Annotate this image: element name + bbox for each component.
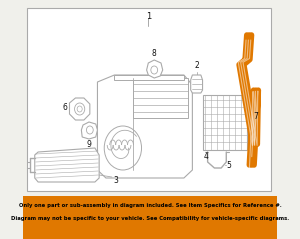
Text: 2: 2 (194, 61, 199, 70)
Bar (23, 196, 277, 239)
Text: 8: 8 (152, 49, 157, 58)
Text: 7: 7 (254, 112, 258, 121)
Text: 9: 9 (86, 140, 92, 149)
Text: 3: 3 (114, 176, 118, 185)
Polygon shape (98, 75, 192, 178)
Polygon shape (35, 148, 99, 182)
Text: 5: 5 (226, 161, 231, 169)
Text: 6: 6 (63, 103, 68, 112)
Text: 4: 4 (203, 152, 208, 161)
Polygon shape (114, 75, 184, 80)
Polygon shape (81, 122, 98, 139)
Polygon shape (70, 98, 90, 120)
Text: Only one part or sub-assembly in diagram included. See Item Specifics for Refere: Only one part or sub-assembly in diagram… (19, 203, 281, 208)
Bar (27, 8, 271, 191)
Polygon shape (147, 60, 163, 78)
Polygon shape (133, 78, 188, 118)
Text: Diagram may not be specific to your vehicle. See Compatibility for vehicle-speci: Diagram may not be specific to your vehi… (11, 216, 289, 221)
Text: 1: 1 (146, 12, 151, 21)
Bar (202, 95, 247, 150)
Polygon shape (191, 75, 203, 93)
